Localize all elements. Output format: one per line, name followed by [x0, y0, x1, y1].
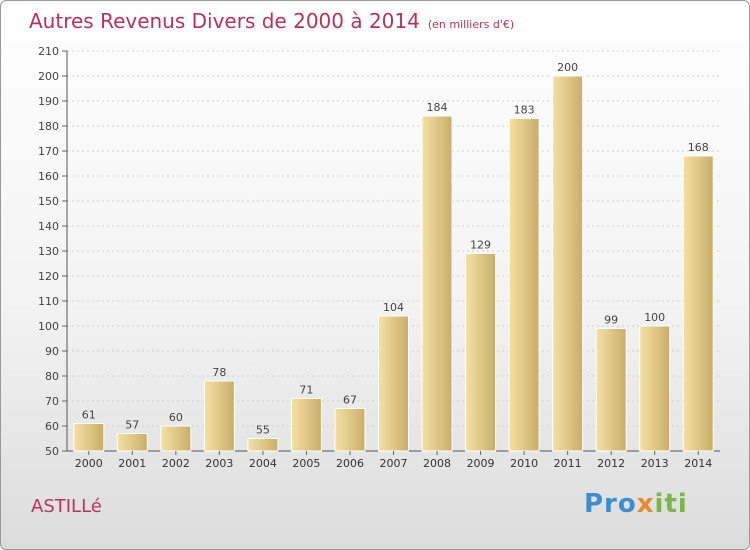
y-tick-label: 160 — [38, 170, 59, 183]
y-tick-label: 140 — [38, 220, 59, 233]
logo-part-iti: iti — [654, 489, 688, 519]
data-label-2004: 55 — [256, 424, 270, 437]
x-tick-label: 2002 — [162, 457, 190, 470]
x-tick-label: 2008 — [423, 457, 451, 470]
x-tick-label: 2012 — [597, 457, 625, 470]
title-unit: (en milliers d'€) — [427, 18, 515, 31]
bar-2013 — [639, 325, 671, 452]
y-tick-label: 60 — [45, 420, 59, 433]
data-label-2000: 61 — [82, 409, 96, 422]
bar-2012 — [595, 328, 627, 452]
title-text: Autres Revenus Divers de 2000 à 2014 — [29, 9, 420, 33]
y-tick-label: 100 — [38, 320, 59, 333]
x-tick-label: 2011 — [554, 457, 582, 470]
bar-2004 — [247, 438, 279, 452]
logo-part-pro: Pro — [584, 489, 637, 519]
logo-part-x: x — [636, 489, 655, 519]
y-tick-label: 200 — [38, 70, 59, 83]
bar-2003 — [203, 380, 235, 452]
bar-2002 — [160, 425, 192, 452]
data-label-2014: 168 — [688, 141, 709, 154]
data-label-2001: 57 — [125, 419, 139, 432]
bar-2005 — [290, 398, 322, 452]
y-tick-label: 150 — [38, 195, 59, 208]
y-tick-label: 80 — [45, 370, 59, 383]
x-tick-label: 2007 — [380, 457, 408, 470]
bar-2000 — [73, 423, 105, 452]
x-tick-label: 2004 — [249, 457, 277, 470]
y-tick-label: 110 — [38, 295, 59, 308]
y-tick-label: 90 — [45, 345, 59, 358]
bar-2009 — [465, 253, 497, 452]
x-tick-label: 2009 — [467, 457, 495, 470]
data-label-2013: 100 — [644, 311, 665, 324]
x-tick-label: 2006 — [336, 457, 364, 470]
y-tick-label: 180 — [38, 120, 59, 133]
x-tick-label: 2005 — [292, 457, 320, 470]
data-label-2008: 184 — [427, 101, 448, 114]
y-tick-label: 120 — [38, 270, 59, 283]
proxiti-logo: Proxiti — [584, 489, 688, 519]
y-tick-label: 210 — [38, 45, 59, 58]
x-tick-label: 2001 — [118, 457, 146, 470]
data-label-2003: 78 — [212, 366, 226, 379]
y-tick-label: 130 — [38, 245, 59, 258]
place-name: ASTILLé — [31, 496, 102, 517]
x-tick-label: 2000 — [75, 457, 103, 470]
data-label-2009: 129 — [470, 239, 491, 252]
y-tick-label: 70 — [45, 395, 59, 408]
x-tick-label: 2010 — [510, 457, 538, 470]
bar-2001 — [116, 433, 148, 452]
data-label-2007: 104 — [383, 301, 404, 314]
data-label-2002: 60 — [169, 411, 183, 424]
data-label-2005: 71 — [299, 384, 313, 397]
data-label-2011: 200 — [557, 61, 578, 74]
bar-2014 — [682, 155, 714, 452]
bar-2007 — [378, 315, 409, 452]
bar-2010 — [508, 118, 540, 452]
bar-2011 — [552, 75, 584, 452]
y-tick-label: 50 — [45, 445, 59, 458]
x-tick-label: 2014 — [684, 457, 712, 470]
data-label-2006: 67 — [343, 394, 357, 407]
x-tick-label: 2003 — [205, 457, 233, 470]
data-label-2010: 183 — [514, 104, 535, 117]
x-tick-label: 2013 — [641, 457, 669, 470]
bar-2006 — [334, 408, 366, 452]
y-tick-label: 190 — [38, 95, 59, 108]
bar-2008 — [421, 115, 453, 452]
y-tick-label: 170 — [38, 145, 59, 158]
data-label-2012: 99 — [604, 314, 618, 327]
chart-title: Autres Revenus Divers de 2000 à 2014 (en … — [29, 9, 514, 33]
